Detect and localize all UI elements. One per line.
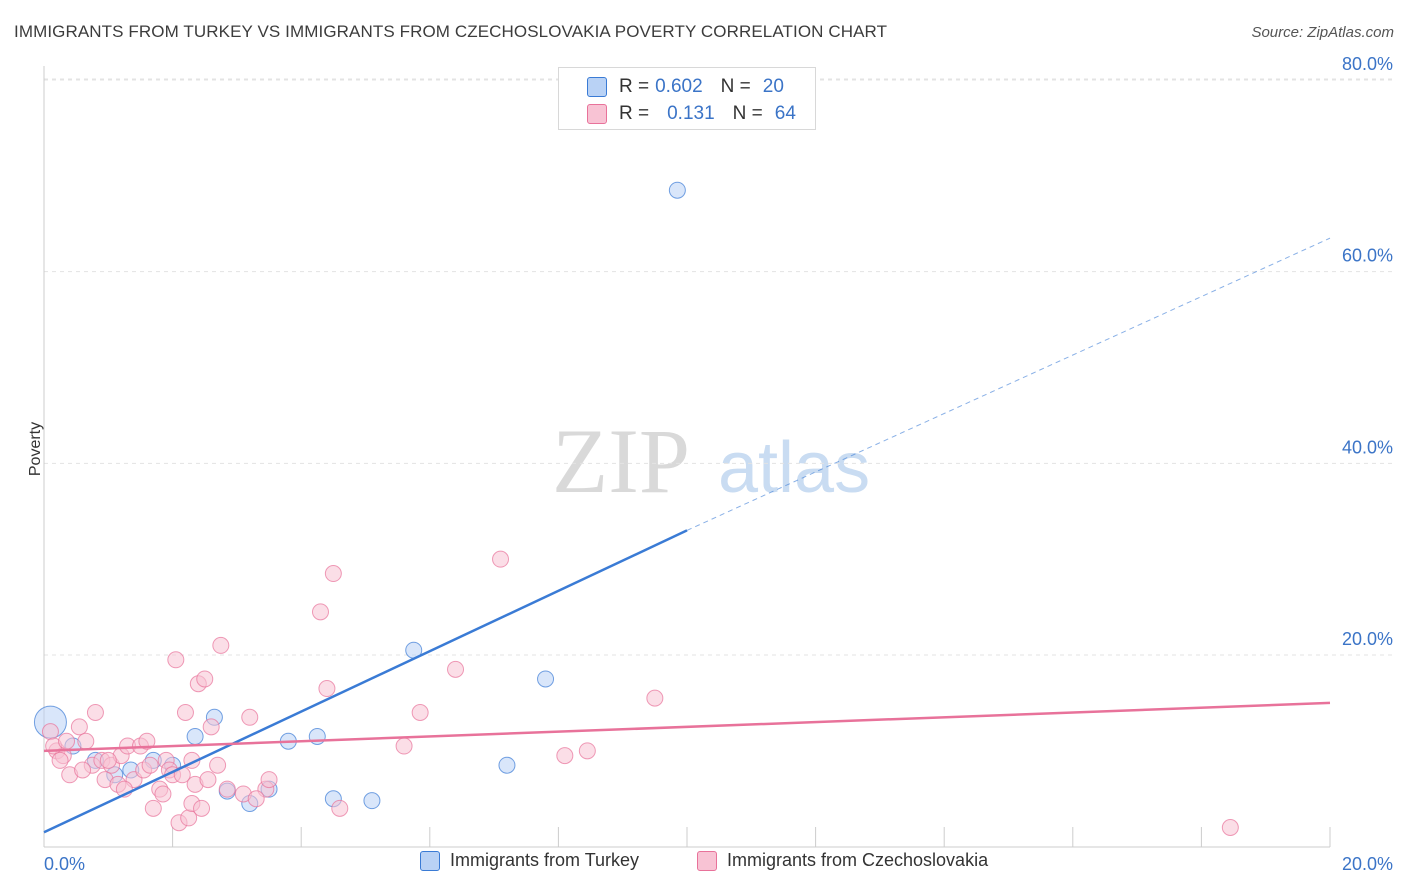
czech-point <box>218 780 236 798</box>
r-value: 0.602 <box>655 76 703 97</box>
y-tick-label: 40.0% <box>1342 437 1393 457</box>
czech-point <box>1221 819 1239 836</box>
turkey-point <box>537 670 555 688</box>
n-value: 64 <box>774 103 796 124</box>
czech-point <box>209 756 227 774</box>
czech-point <box>176 704 194 721</box>
turkey-trend-extension <box>686 237 1331 531</box>
turkey-point <box>498 756 516 774</box>
czech-point <box>199 771 217 789</box>
czech-point <box>556 747 574 765</box>
chart-legend: Immigrants from Turkey Immigrants from C… <box>0 850 1406 878</box>
czech-point <box>241 708 259 726</box>
czech-point <box>154 785 172 803</box>
turkey-point <box>363 792 381 810</box>
czech-point <box>311 603 329 621</box>
czech-point <box>58 732 76 750</box>
turkey-point <box>186 727 204 745</box>
czech-point <box>99 751 117 769</box>
czech-point <box>144 799 162 817</box>
n-label: N = <box>732 103 763 124</box>
czech-point <box>196 670 214 688</box>
czech-trend-line <box>43 701 1331 753</box>
czech-point <box>202 718 220 736</box>
czech-point <box>86 704 104 721</box>
turkey-stat-row: R = 0.602 N = 20 <box>619 76 784 98</box>
czech-point <box>51 751 69 769</box>
czech-point <box>260 771 278 789</box>
czech-stat-row: R = 0.131 N = 64 <box>619 103 796 125</box>
r-label: R = <box>619 103 650 124</box>
czech-point <box>447 660 465 678</box>
legend-swatch-turkey <box>420 850 440 871</box>
y-tick-label: 20.0% <box>1342 629 1393 649</box>
legend-item-czech[interactable]: Immigrants from Czechoslovakia <box>697 850 988 871</box>
turkey-trend-line <box>43 529 688 834</box>
czech-point <box>646 689 664 707</box>
legend-label-turkey: Immigrants from Turkey <box>450 850 640 870</box>
czech-point <box>247 790 265 808</box>
czech-point <box>492 550 510 568</box>
czech-point <box>74 761 92 779</box>
watermark-atlas: atlas <box>718 428 870 508</box>
czech-point <box>212 636 230 654</box>
x-tick-label: 0.0% <box>44 854 85 874</box>
chart-title: IMMIGRANTS FROM TURKEY VS IMMIGRANTS FRO… <box>14 22 888 41</box>
czech-point <box>318 680 336 698</box>
czech-point <box>324 565 342 583</box>
czech-point <box>331 799 349 817</box>
turkey-point <box>668 181 686 199</box>
n-value: 20 <box>762 76 784 97</box>
czech-point <box>138 732 156 750</box>
turkey-stat-swatch <box>587 77 607 97</box>
watermark-zip: ZIP <box>552 410 690 512</box>
czech-point <box>395 737 413 755</box>
r-value: 0.131 <box>667 103 715 124</box>
czech-point <box>578 742 596 760</box>
czech-point <box>77 732 95 750</box>
source-note: Source: ZipAtlas.com <box>1251 24 1394 41</box>
czech-point <box>141 756 159 774</box>
czech-point <box>41 723 59 741</box>
correlation-stats-box: R = 0.602 N = 20 R = 0.131 N = 64 <box>558 67 816 130</box>
czech-point <box>167 651 185 669</box>
n-label: N = <box>720 76 751 97</box>
legend-swatch-czech <box>697 850 717 871</box>
y-tick-label: 80.0% <box>1342 54 1393 74</box>
r-label: R = <box>619 76 650 97</box>
y-tick-label: 60.0% <box>1342 246 1393 266</box>
legend-item-turkey[interactable]: Immigrants from Turkey <box>420 850 639 871</box>
czech-point <box>193 799 211 817</box>
legend-label-czech: Immigrants from Czechoslovakia <box>727 850 989 870</box>
czech-point <box>70 718 88 736</box>
czech-stat-swatch <box>587 104 607 124</box>
x-tick-label: 20.0% <box>1342 854 1393 874</box>
czech-point <box>411 704 429 721</box>
